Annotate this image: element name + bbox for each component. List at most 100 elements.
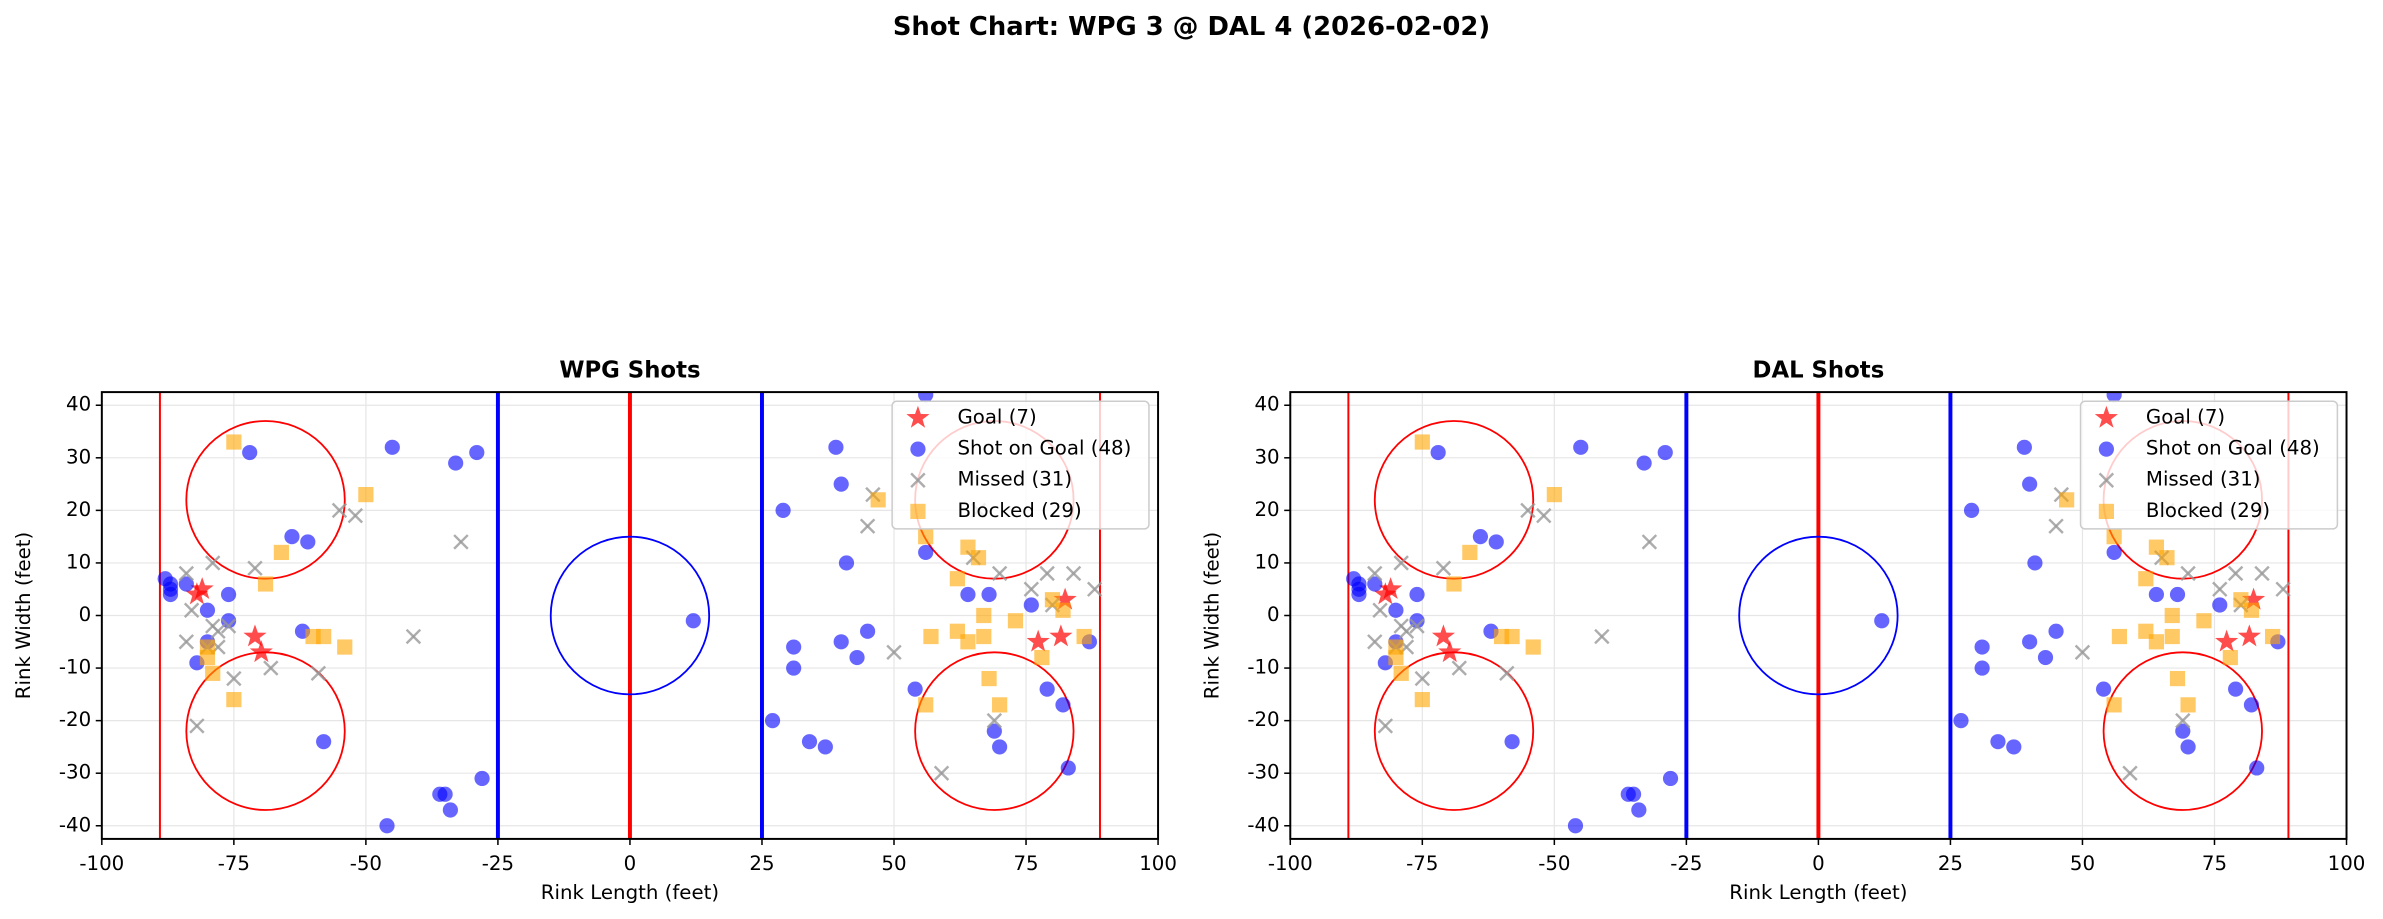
shot-marker	[469, 444, 485, 461]
shot-marker	[801, 734, 818, 750]
x-tick-label: -50	[1538, 852, 1570, 875]
shot-marker	[849, 649, 865, 666]
y-tick-label: 20	[1255, 498, 1280, 521]
blocked-marker	[257, 576, 274, 592]
missed-marker	[1520, 502, 1536, 519]
figure-title: Shot Chart: WPG 3 @ DAL 4 (2026-02-02)	[893, 12, 1490, 42]
shot-marker	[1974, 660, 1990, 676]
shot-marker	[220, 586, 237, 603]
shot-marker	[448, 455, 464, 471]
blocked-marker	[1076, 628, 1092, 645]
shot-marker	[685, 613, 701, 629]
missed-marker	[1039, 565, 1055, 582]
shot-marker	[817, 739, 833, 755]
blocked-marker	[1388, 649, 1404, 666]
shot-marker	[1504, 734, 1520, 750]
shot-marker	[2148, 586, 2164, 603]
rink	[158, 392, 1101, 839]
missed-marker	[1372, 602, 1388, 618]
shot-marker	[1625, 786, 1642, 802]
shot-marker	[2169, 586, 2186, 603]
shot-marker	[2106, 544, 2122, 561]
y-tick-label: -30	[59, 761, 91, 784]
shot-marker	[786, 639, 802, 655]
shot-marker	[1039, 681, 1055, 697]
y-tick-label: -20	[1247, 708, 1279, 731]
blocked-marker	[2106, 697, 2122, 713]
missed-marker	[1594, 628, 1610, 645]
x-tick-label: -75	[218, 852, 250, 875]
shot-marker	[474, 770, 490, 787]
missed-marker	[2275, 581, 2291, 597]
shot-marker	[918, 544, 934, 561]
goal-marker	[1379, 577, 1403, 600]
blocked-marker	[2148, 634, 2164, 650]
blocked-marker	[1414, 434, 1430, 450]
shot-marker	[960, 586, 976, 603]
shot-marker	[2027, 555, 2043, 571]
goal-marker	[1026, 629, 1050, 652]
blocked-marker	[976, 607, 992, 624]
shot-marker	[1953, 713, 1969, 729]
missed-marker	[1393, 618, 1409, 634]
shot-marker	[2006, 739, 2022, 755]
blocked-marker	[1414, 692, 1430, 708]
blocked-marker	[226, 434, 242, 450]
subplot-title: DAL Shots	[1753, 357, 1885, 383]
shot-marker	[199, 602, 216, 618]
y-tick-label: -10	[1247, 656, 1279, 679]
shot-marker	[907, 681, 923, 697]
missed-marker	[205, 555, 221, 571]
missed-marker	[1414, 670, 1431, 687]
missed-marker	[2227, 565, 2244, 582]
blocked-marker	[960, 634, 976, 650]
shot-marker	[1631, 802, 1647, 818]
x-tick-label: 25	[1938, 852, 1963, 875]
shot-marker	[1060, 760, 1076, 776]
shot-marker	[379, 818, 395, 834]
shot-marker	[300, 534, 316, 550]
x-tick-label: 50	[2070, 852, 2095, 875]
goal-marker	[1049, 624, 1073, 647]
x-tick-label: 75	[2202, 852, 2227, 875]
missed-marker	[178, 634, 195, 650]
missed-marker	[933, 765, 950, 781]
goal-marker	[2242, 587, 2266, 610]
shot-marker	[1367, 576, 1383, 592]
missed-marker	[1393, 555, 1409, 571]
legend-label: Shot on Goal (48)	[2146, 437, 2320, 460]
points	[157, 392, 1103, 834]
blocked-marker	[2159, 550, 2175, 566]
missed-marker	[1641, 534, 1658, 550]
y-tick-label: 30	[66, 445, 91, 468]
missed-marker	[178, 565, 195, 582]
shot-marker	[833, 634, 849, 650]
missed-marker	[1367, 634, 1383, 650]
missed-marker	[263, 660, 279, 676]
missed-marker	[226, 670, 242, 687]
x-tick-label: -25	[482, 852, 514, 875]
blocked-marker	[992, 697, 1008, 713]
x-tick-label: 0	[624, 852, 637, 875]
shot-marker	[2022, 476, 2038, 492]
shot-marker	[1488, 534, 1504, 550]
blocked-marker	[2196, 613, 2212, 629]
missed-marker	[247, 560, 263, 576]
blocked-marker	[918, 529, 934, 545]
y-tick-label: -40	[59, 813, 91, 836]
shot-marker	[2249, 760, 2265, 776]
missed-marker	[1451, 660, 1467, 676]
blocked-marker	[1446, 576, 1462, 592]
shot-marker	[178, 576, 194, 592]
shot-marker	[986, 723, 1002, 739]
blocked-marker	[2264, 628, 2281, 645]
legend-label: Missed (31)	[957, 468, 1072, 491]
blocked-marker	[2180, 697, 2196, 713]
blocked-marker	[1546, 487, 1562, 503]
blocked-marker	[1034, 649, 1050, 666]
shot-marker	[2095, 681, 2112, 697]
blocked-marker	[1393, 665, 1409, 681]
shot-marker	[2175, 723, 2191, 739]
missed-marker	[205, 618, 221, 634]
